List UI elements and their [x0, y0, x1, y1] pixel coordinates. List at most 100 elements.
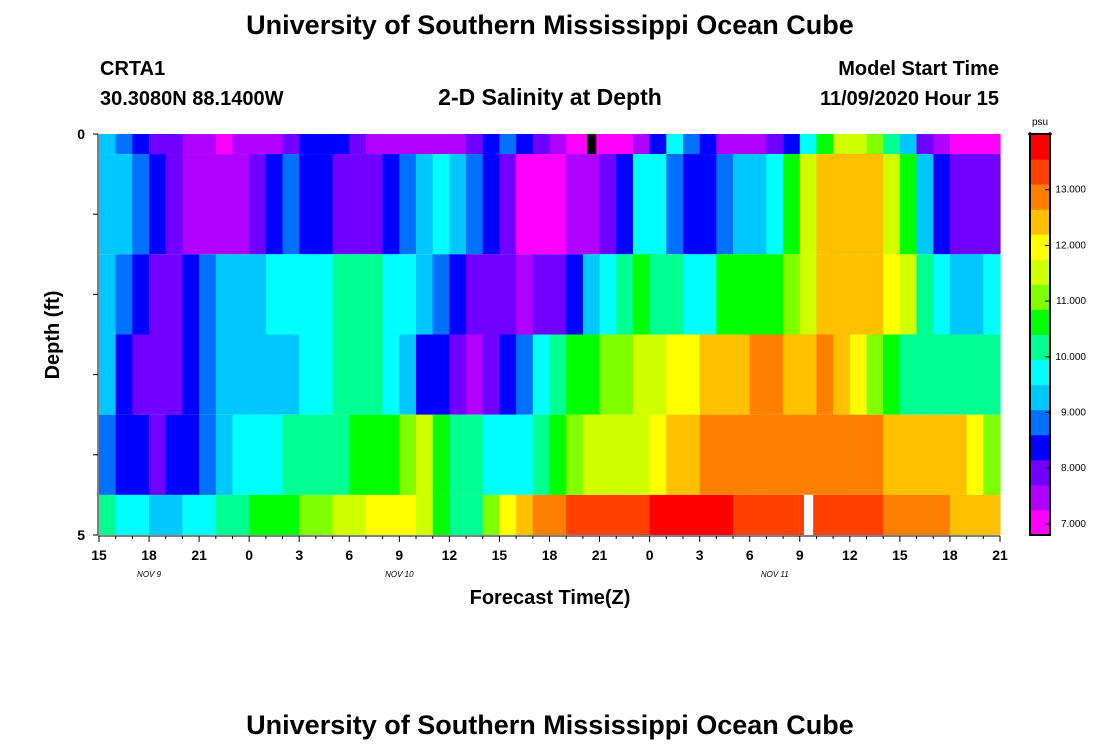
heatmap-cell [516, 494, 534, 535]
heatmap-cell [315, 154, 334, 255]
colorbar-segment [1030, 459, 1050, 486]
heatmap-cell [699, 414, 717, 495]
heatmap-cell [399, 134, 417, 155]
heatmap-cell [232, 494, 250, 535]
x-tick-label: 15 [492, 547, 508, 563]
heatmap-cell [466, 134, 484, 155]
heatmap-cell [582, 254, 601, 335]
heatmap-cell [365, 134, 384, 155]
heatmap-cell [99, 334, 117, 415]
heatmap-cell [566, 414, 584, 495]
heatmap-cell [699, 494, 717, 535]
heatmap-cell [883, 334, 901, 415]
heatmap-cell [516, 154, 534, 255]
heatmap-cell [649, 254, 667, 335]
heatmap-cell [816, 134, 834, 155]
x-tick-label: 21 [592, 547, 608, 563]
heatmap-cell [482, 254, 501, 335]
heatmap-cell [232, 154, 250, 255]
heatmap-cell [783, 134, 801, 155]
heatmap-cell [599, 414, 617, 495]
heatmap-cell [733, 154, 751, 255]
heatmap-cell [315, 254, 334, 335]
heatmap-cell [599, 154, 617, 255]
heatmap-cell [349, 154, 367, 255]
heatmap-cell [983, 414, 1001, 495]
heatmap-cell [983, 494, 1001, 535]
heatmap-cell [499, 334, 517, 415]
heatmap-cell [199, 494, 217, 535]
heatmap-cell [632, 494, 651, 535]
heatmap-cell [733, 494, 751, 535]
heatmap-cell [315, 494, 334, 535]
heatmap-cell [182, 334, 200, 415]
heatmap-cell [115, 134, 133, 155]
colorbar-unit: psu [1032, 117, 1048, 128]
heatmap-cell [165, 254, 184, 335]
heatmap-cell [749, 494, 768, 535]
heatmap-cell [666, 154, 684, 255]
heatmap-cell [866, 414, 884, 495]
heatmap-cell [983, 154, 1001, 255]
heatmap-cell [449, 494, 467, 535]
heatmap-cell [466, 154, 484, 255]
heatmap-cell [849, 414, 868, 495]
heatmap-cell [916, 334, 934, 415]
heatmap-cell [682, 494, 701, 535]
heatmap-cell [899, 134, 918, 155]
heatmap-cell [299, 154, 317, 255]
heatmap-cell [566, 254, 584, 335]
heatmap-cell [699, 154, 717, 255]
heatmap-cell [949, 334, 968, 415]
colorbar-segment [1030, 359, 1050, 386]
heatmap-cell [132, 134, 150, 155]
heatmap-cell [582, 414, 601, 495]
heatmap-cell [282, 134, 300, 155]
heatmap-cell [265, 414, 284, 495]
heatmap-cell [899, 334, 918, 415]
colorbar-segment [1030, 309, 1050, 335]
x-tick-label: 0 [245, 547, 253, 563]
heatmap-cell [599, 254, 617, 335]
heatmap-cell [549, 494, 567, 535]
heatmap-cell [165, 134, 184, 155]
heatmap-cell [566, 334, 584, 415]
heatmap-cell [916, 414, 934, 495]
colorbar-segment [1030, 509, 1050, 536]
heatmap-cell [365, 334, 384, 415]
heatmap-cell [382, 494, 400, 535]
heatmap-cell [582, 334, 601, 415]
heatmap-cell [866, 494, 884, 535]
heatmap-cell [766, 154, 784, 255]
heatmap-cell [966, 494, 984, 535]
colorbar-segment [1030, 159, 1050, 185]
heatmap-cell [749, 134, 768, 155]
heatmap-cell [232, 134, 250, 155]
heatmap-cell [833, 134, 851, 155]
colorbar-tick-label: 12.000 [1055, 240, 1086, 251]
heatmap-cell [315, 134, 334, 155]
heatmap-cell [149, 254, 167, 335]
heatmap-cell [432, 334, 450, 415]
heatmap-cell [249, 334, 267, 415]
heatmap-cell [182, 494, 200, 535]
heatmap-cell [599, 494, 617, 535]
heatmap-cell [733, 134, 751, 155]
heatmap-cell [849, 134, 868, 155]
heatmap-cell [299, 254, 317, 335]
heatmap-cell [649, 334, 667, 415]
date-label: NOV 11 [761, 570, 789, 579]
heatmap-cell [816, 334, 834, 415]
heatmap-cell [983, 254, 1001, 335]
heatmap-cell [132, 154, 150, 255]
heatmap-cell [215, 134, 234, 155]
heatmap-cell [265, 334, 284, 415]
heatmap-cell [616, 134, 634, 155]
heatmap-cell [399, 254, 417, 335]
heatmap-cell [332, 134, 350, 155]
heatmap-cell [816, 254, 834, 335]
colorbar-tick-label: 7.000 [1061, 519, 1086, 530]
heatmap-cell [132, 494, 150, 535]
heatmap-cell [432, 134, 450, 155]
heatmap-cell [783, 254, 801, 335]
